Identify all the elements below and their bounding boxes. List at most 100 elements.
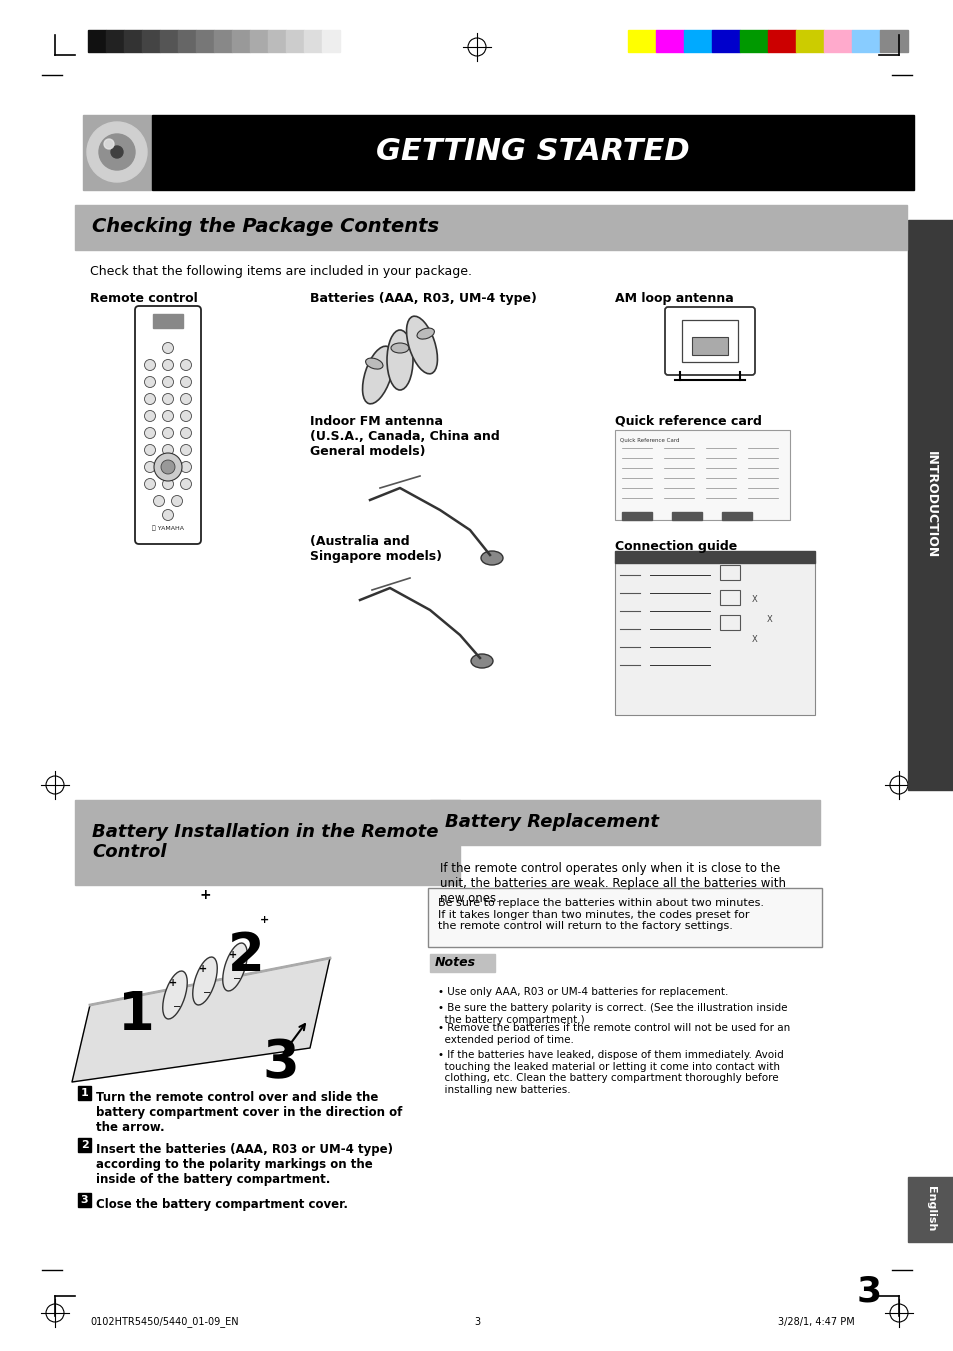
Circle shape — [162, 393, 173, 404]
Bar — [795, 30, 823, 51]
Bar — [322, 30, 339, 51]
Bar — [683, 30, 711, 51]
Circle shape — [161, 459, 174, 474]
Text: 1: 1 — [81, 1088, 89, 1098]
Bar — [286, 30, 304, 51]
Bar — [195, 30, 213, 51]
Bar — [851, 30, 879, 51]
Bar — [152, 313, 183, 328]
Bar — [767, 30, 795, 51]
Text: Battery Replacement: Battery Replacement — [444, 813, 659, 831]
Bar — [88, 30, 106, 51]
Bar — [106, 30, 124, 51]
Bar — [75, 205, 906, 250]
Bar — [823, 30, 851, 51]
Text: +: + — [199, 965, 207, 974]
Text: AM loop antenna: AM loop antenna — [615, 292, 733, 305]
Bar — [720, 565, 740, 580]
Text: (Australia and
Singapore models): (Australia and Singapore models) — [310, 535, 441, 563]
Circle shape — [144, 478, 155, 489]
Bar — [83, 115, 151, 190]
Text: Notes: Notes — [435, 957, 476, 970]
Text: 2: 2 — [81, 1140, 89, 1150]
Bar — [124, 30, 142, 51]
Bar — [178, 30, 195, 51]
Circle shape — [162, 509, 173, 520]
Circle shape — [162, 462, 173, 473]
Text: 2: 2 — [228, 929, 265, 982]
Circle shape — [162, 411, 173, 422]
Bar — [142, 30, 160, 51]
Text: 1: 1 — [118, 989, 154, 1042]
Text: Quick Reference Card: Quick Reference Card — [619, 438, 679, 443]
Bar — [621, 512, 651, 520]
Bar — [615, 551, 814, 563]
Bar — [721, 512, 751, 520]
Ellipse shape — [163, 971, 187, 1019]
Bar — [268, 30, 286, 51]
Bar — [711, 30, 740, 51]
Bar — [615, 430, 789, 520]
Text: Checking the Package Contents: Checking the Package Contents — [91, 218, 438, 236]
Ellipse shape — [480, 551, 502, 565]
Text: INTRODUCTION: INTRODUCTION — [923, 451, 937, 558]
Circle shape — [162, 444, 173, 455]
Ellipse shape — [222, 943, 247, 992]
Bar — [152, 115, 913, 190]
Circle shape — [180, 377, 192, 388]
Ellipse shape — [362, 346, 393, 404]
Circle shape — [162, 478, 173, 489]
Bar — [75, 800, 459, 885]
Ellipse shape — [406, 316, 437, 374]
Text: Be sure to replace the batteries within about two minutes.
If it takes longer th: Be sure to replace the batteries within … — [437, 898, 763, 931]
Circle shape — [180, 462, 192, 473]
Text: +: + — [169, 978, 177, 988]
Text: 3: 3 — [81, 1196, 89, 1205]
Circle shape — [87, 122, 147, 182]
Bar — [720, 590, 740, 605]
Circle shape — [144, 359, 155, 370]
Bar — [78, 1086, 91, 1100]
Circle shape — [99, 134, 135, 170]
Text: ⓨ YAMAHA: ⓨ YAMAHA — [152, 526, 184, 531]
Circle shape — [144, 377, 155, 388]
Text: 0102HTR5450/5440_01-09_EN: 0102HTR5450/5440_01-09_EN — [90, 1316, 238, 1328]
Text: −: − — [233, 974, 241, 984]
Circle shape — [162, 427, 173, 439]
Bar — [615, 561, 814, 715]
Circle shape — [144, 427, 155, 439]
Text: −: − — [172, 1002, 181, 1012]
Text: Check that the following items are included in your package.: Check that the following items are inclu… — [90, 265, 472, 278]
Bar — [681, 320, 738, 362]
Circle shape — [180, 393, 192, 404]
Ellipse shape — [387, 330, 413, 390]
Circle shape — [162, 377, 173, 388]
Bar — [78, 1193, 91, 1206]
Text: 3: 3 — [262, 1038, 298, 1089]
Bar — [740, 30, 767, 51]
Circle shape — [180, 411, 192, 422]
Bar — [907, 1177, 953, 1242]
Text: Insert the batteries (AAA, R03 or UM-4 type)
according to the polarity markings : Insert the batteries (AAA, R03 or UM-4 t… — [96, 1143, 393, 1186]
Circle shape — [180, 427, 192, 439]
Circle shape — [180, 444, 192, 455]
Ellipse shape — [416, 328, 434, 339]
Text: If the remote control operates only when it is close to the
unit, the batteries : If the remote control operates only when… — [439, 862, 785, 905]
Bar — [691, 336, 727, 355]
Text: • If the batteries have leaked, dispose of them immediately. Avoid
  touching th: • If the batteries have leaked, dispose … — [437, 1050, 783, 1094]
Ellipse shape — [391, 343, 409, 353]
Circle shape — [111, 146, 123, 158]
Text: English: English — [925, 1186, 935, 1232]
Ellipse shape — [193, 957, 217, 1005]
Circle shape — [162, 343, 173, 354]
Text: 3: 3 — [856, 1275, 882, 1309]
Circle shape — [144, 411, 155, 422]
Ellipse shape — [365, 358, 382, 369]
Circle shape — [153, 453, 182, 481]
Text: +: + — [229, 950, 236, 961]
Bar — [627, 30, 656, 51]
Circle shape — [144, 462, 155, 473]
Text: −: − — [203, 988, 211, 998]
Text: +: + — [199, 888, 211, 902]
Bar — [430, 800, 820, 844]
